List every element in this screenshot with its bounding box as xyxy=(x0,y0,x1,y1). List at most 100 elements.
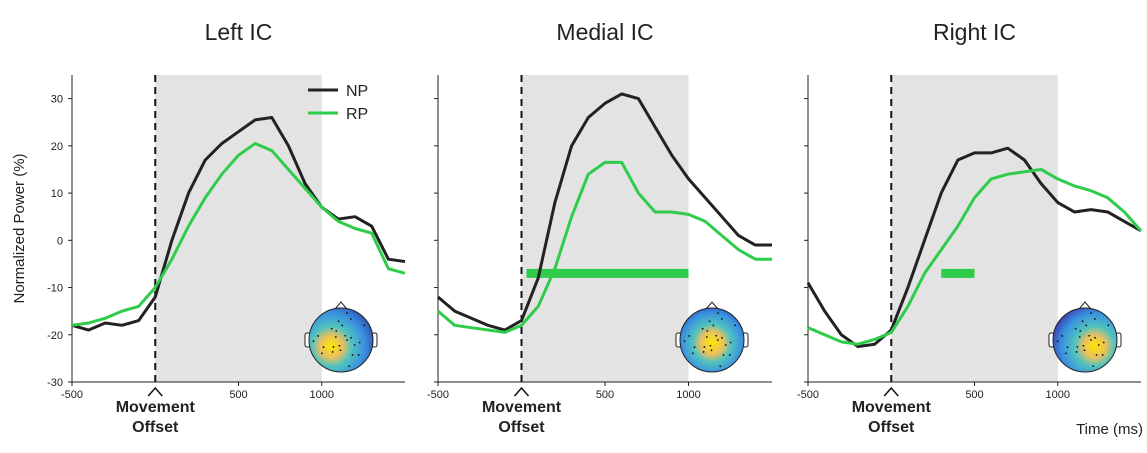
electrode xyxy=(693,346,696,349)
electrode xyxy=(734,324,737,327)
electrode xyxy=(339,349,342,352)
y-tick-label: 20 xyxy=(51,141,63,153)
event-label: Movement xyxy=(482,399,562,416)
electrode xyxy=(332,346,335,348)
electrode xyxy=(338,344,341,347)
electrode xyxy=(349,318,352,320)
electrode xyxy=(710,349,713,352)
legend-label: NP xyxy=(346,83,368,100)
electrode xyxy=(1061,335,1064,337)
event-caret xyxy=(883,386,899,397)
electrode xyxy=(683,340,686,343)
electrode xyxy=(709,344,712,347)
line-series xyxy=(806,146,1142,349)
electrode xyxy=(1085,324,1088,327)
electrode xyxy=(1056,340,1059,343)
electrode xyxy=(1093,318,1096,320)
x-tick-label: -500 xyxy=(797,389,819,401)
electrode xyxy=(1102,341,1105,344)
electrode xyxy=(317,335,320,337)
y-tick-label: -20 xyxy=(47,330,63,342)
legend-label: RP xyxy=(346,106,368,123)
shaded-window xyxy=(155,75,322,382)
electrode xyxy=(715,334,718,337)
electrode xyxy=(1092,365,1095,368)
event-label: Offset xyxy=(132,419,179,436)
electrode xyxy=(692,352,694,355)
electrode xyxy=(1101,354,1104,356)
electrode xyxy=(350,336,352,339)
electrode xyxy=(1090,312,1092,315)
electrode xyxy=(1083,349,1086,352)
electrode xyxy=(724,344,727,346)
electrode xyxy=(330,327,333,330)
electrode xyxy=(1065,352,1067,355)
panel-title: Right IC xyxy=(933,19,1016,45)
electrode xyxy=(1078,336,1081,338)
electrode xyxy=(1074,327,1077,330)
y-tick-label: -10 xyxy=(47,283,63,295)
electrode xyxy=(1094,336,1096,339)
electrode xyxy=(1095,354,1098,356)
electrode xyxy=(1075,351,1078,353)
electrode xyxy=(688,335,691,337)
event-label: Offset xyxy=(868,419,915,436)
electrode xyxy=(705,336,708,338)
y-axis-label: Normalized Power (%) xyxy=(11,153,28,303)
topoplot xyxy=(308,307,374,373)
topo-nose xyxy=(705,301,719,310)
line-series xyxy=(437,160,772,334)
shaded-window xyxy=(521,75,689,382)
electrode xyxy=(312,340,315,343)
event-label: Movement xyxy=(116,399,196,416)
electrode xyxy=(321,352,323,355)
x-tick-label: 1000 xyxy=(676,389,700,401)
electrode xyxy=(717,312,719,315)
electrode xyxy=(703,346,706,348)
electrode xyxy=(358,341,361,344)
electrode xyxy=(337,320,340,323)
electrode xyxy=(1081,320,1084,323)
electrode xyxy=(1076,346,1079,348)
electrode xyxy=(341,324,344,327)
line-series xyxy=(71,116,406,332)
topoplot xyxy=(1052,307,1118,373)
electrode xyxy=(712,324,715,327)
electrode xyxy=(348,365,351,368)
y-tick-label: -30 xyxy=(47,377,63,389)
electrode xyxy=(322,346,325,349)
x-tick-label: -500 xyxy=(427,389,449,401)
y-tick-label: 10 xyxy=(51,188,63,200)
electrode xyxy=(719,365,722,368)
electrode xyxy=(729,341,732,344)
electrode xyxy=(357,354,360,356)
electrode xyxy=(701,327,704,330)
x-tick-label: 1000 xyxy=(1046,389,1070,401)
electrode xyxy=(363,324,366,327)
panel-title: Medial IC xyxy=(556,19,653,45)
topo-nose xyxy=(1078,301,1092,310)
line-series xyxy=(71,141,406,327)
electrode xyxy=(334,336,337,338)
event-label: Movement xyxy=(852,399,932,416)
x-tick-label: 500 xyxy=(965,389,983,401)
electrode xyxy=(708,320,711,323)
y-tick-label: 0 xyxy=(57,235,63,247)
electrode xyxy=(1088,334,1091,337)
electrode xyxy=(1079,329,1082,332)
panel-title: Left IC xyxy=(205,19,273,45)
x-axis-label: Time (ms) xyxy=(1076,421,1143,438)
electrode xyxy=(722,354,725,356)
electrode xyxy=(728,354,731,356)
electrode xyxy=(720,318,723,320)
electrode xyxy=(717,339,719,341)
electrode xyxy=(351,354,354,356)
shaded-window xyxy=(891,75,1058,382)
event-label: Offset xyxy=(498,419,545,436)
electrode xyxy=(1097,344,1100,346)
electrode xyxy=(702,351,705,353)
electrode xyxy=(1090,339,1092,341)
x-tick-label: -500 xyxy=(61,389,83,401)
electrode xyxy=(353,344,356,346)
